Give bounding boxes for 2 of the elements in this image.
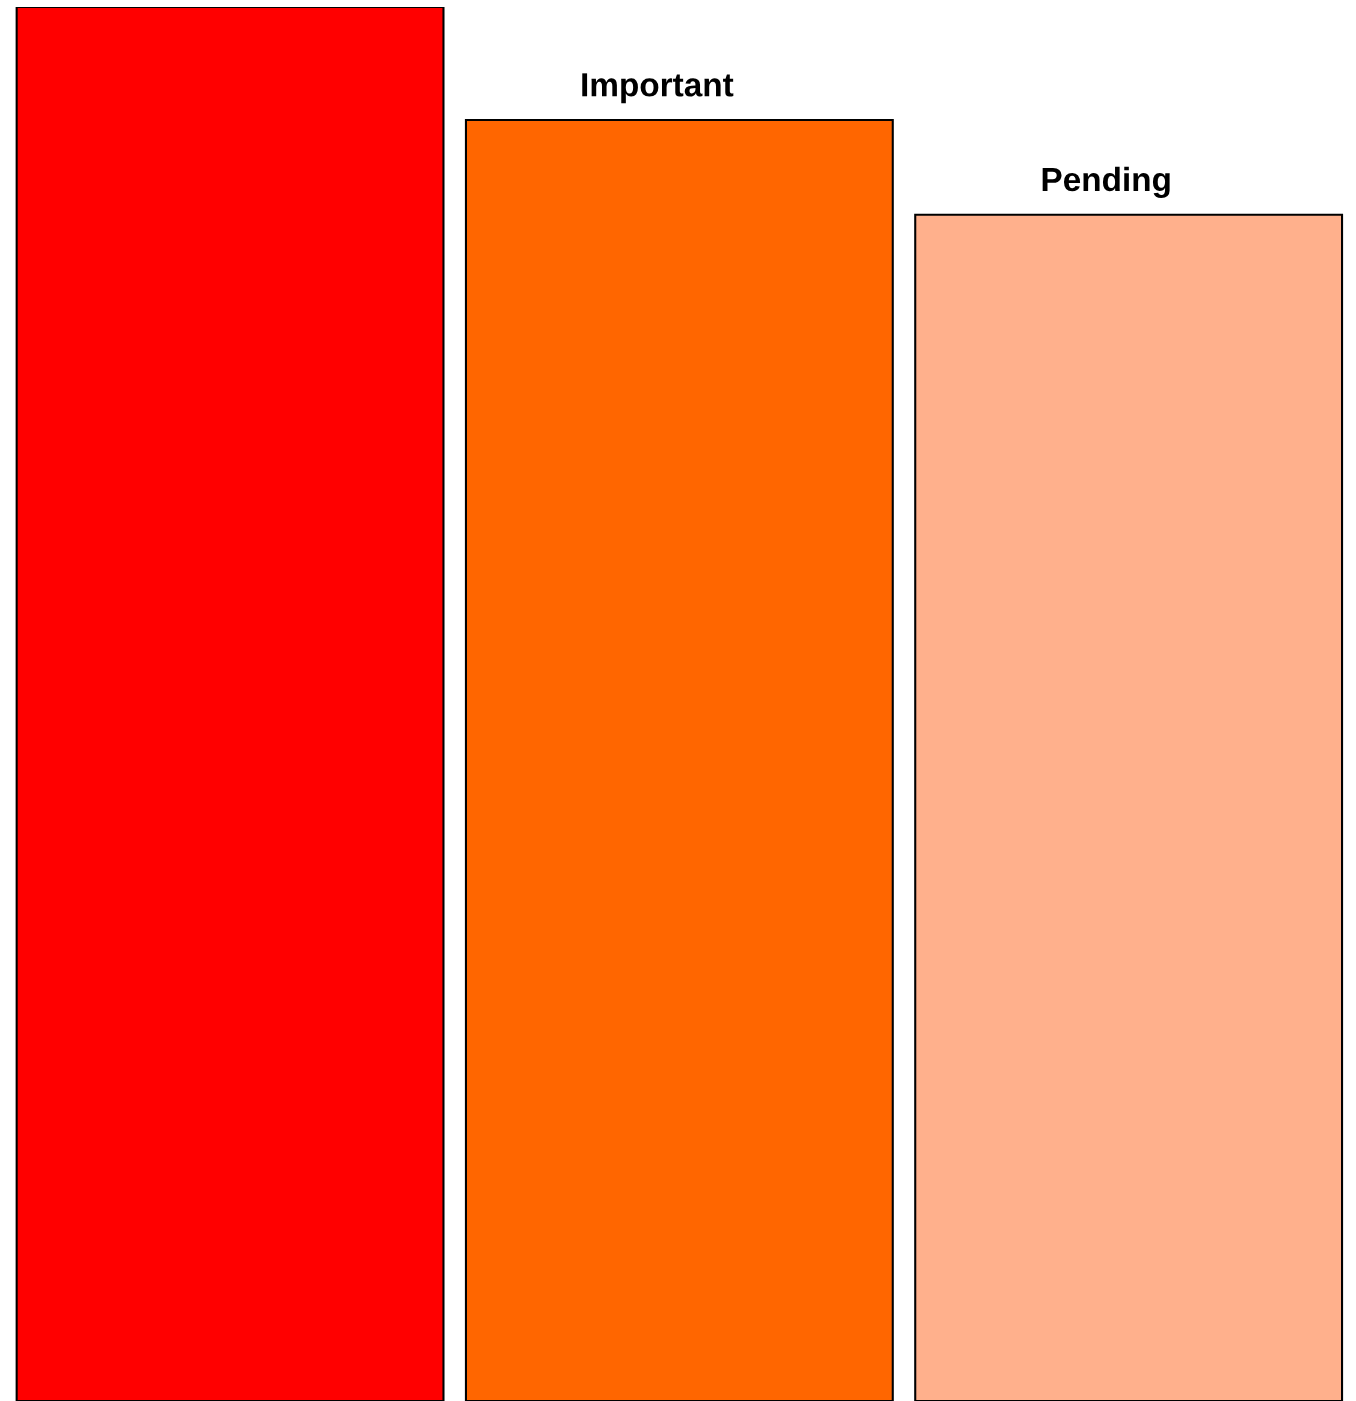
x-tick-label: Pending [1042,166,1170,198]
x-tick-label: Important [582,73,734,104]
